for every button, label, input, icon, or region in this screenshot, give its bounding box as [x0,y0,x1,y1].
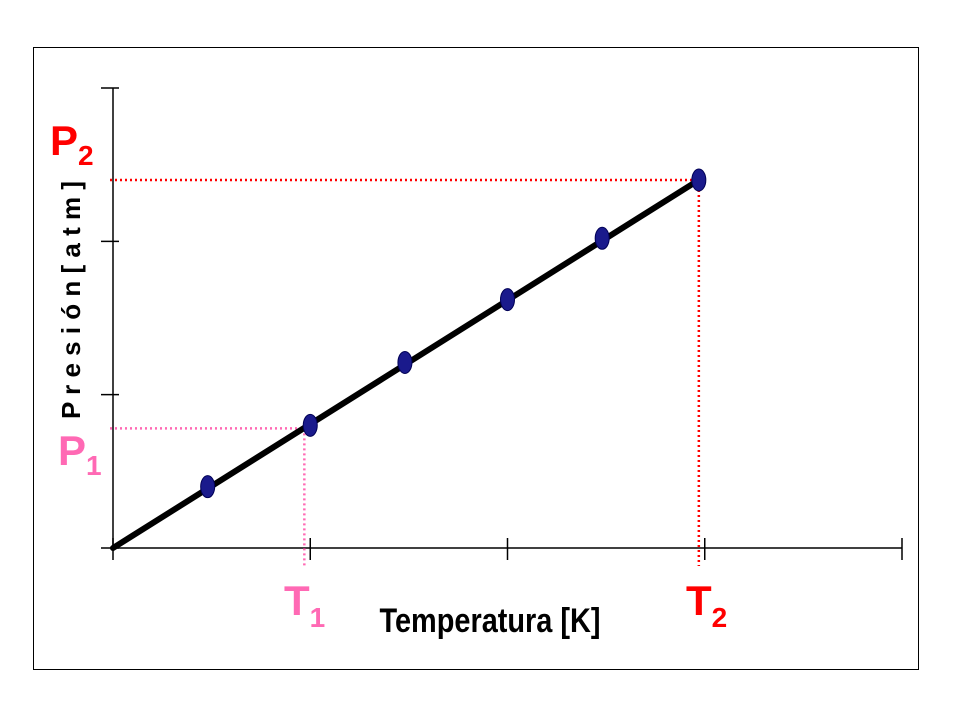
y-axis-label: P r e s i ó n [ a t m ] [56,181,86,419]
data-point [500,288,515,312]
data-point [691,168,707,192]
p2-label-sub: 2 [78,140,94,171]
data-point [302,413,318,437]
t1-label-sub: 1 [310,602,326,633]
data-point [594,226,610,250]
t2-label-sub: 2 [712,602,728,633]
chart-frame [33,47,919,670]
series-layer [110,168,707,551]
p1-label-sub: 1 [86,450,102,481]
p1-label: P1 [58,427,102,481]
t1-label-base: T [284,577,310,624]
p2-label-base: P [50,117,78,164]
data-point [397,350,413,374]
p2-label: P2 [50,117,94,171]
t2-label: T2 [686,577,727,633]
x-axis-label: Temperatura [K] [379,601,600,640]
t1-label: T1 [284,577,325,633]
guide-lines [110,178,701,566]
t2-label-base: T [686,577,712,624]
data-point [200,475,216,499]
p1-label-base: P [58,427,86,474]
axes [101,87,903,560]
